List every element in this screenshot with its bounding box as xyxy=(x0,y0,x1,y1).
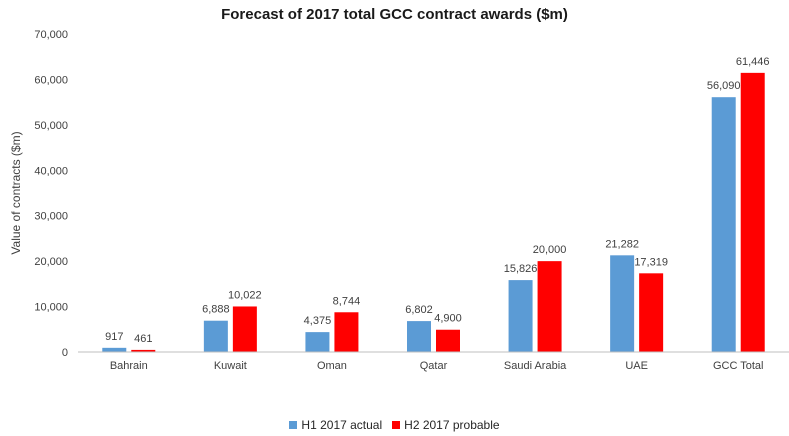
legend-label-h2: H2 2017 probable xyxy=(404,418,500,432)
bar-h2-saudi-arabia xyxy=(537,261,562,352)
y-tick-label: 40,000 xyxy=(34,165,68,177)
legend-item-h2: H2 2017 probable xyxy=(392,418,500,432)
data-label: 15,826 xyxy=(504,263,538,275)
bar-h2-kuwait xyxy=(232,306,257,352)
legend-swatch-h1 xyxy=(289,421,298,429)
y-tick-label: 0 xyxy=(62,347,68,359)
bar-h2-gcc-total xyxy=(740,72,765,353)
y-tick-label: 10,000 xyxy=(34,302,68,314)
y-tick-label: 50,000 xyxy=(34,120,68,132)
x-tick-label: Kuwait xyxy=(214,360,247,372)
data-label: 4,375 xyxy=(304,315,332,327)
bar-h1-uae xyxy=(610,255,635,352)
chart-title: Forecast of 2017 total GCC contract awar… xyxy=(221,6,568,23)
y-tick-label: 70,000 xyxy=(34,29,68,41)
data-label: 8,744 xyxy=(333,295,361,307)
legend-item-h1: H1 2017 actual xyxy=(289,418,382,432)
bar-h1-oman xyxy=(305,332,330,352)
bar-h1-saudi-arabia xyxy=(508,280,533,352)
data-label: 6,888 xyxy=(202,304,230,316)
bar-h2-uae xyxy=(639,273,664,352)
data-label: 917 xyxy=(105,331,123,343)
data-label: 20,000 xyxy=(533,244,567,256)
x-tick-label: Oman xyxy=(317,360,347,372)
data-label: 61,446 xyxy=(736,56,770,68)
bar-h1-kuwait xyxy=(203,320,228,352)
y-tick-label: 20,000 xyxy=(34,256,68,268)
data-label: 6,802 xyxy=(405,304,433,316)
legend: H1 2017 actual H2 2017 probable xyxy=(0,418,789,432)
y-tick-label: 60,000 xyxy=(34,74,68,86)
bar-h1-qatar xyxy=(407,321,431,352)
x-tick-label: UAE xyxy=(625,360,648,372)
legend-label-h1: H1 2017 actual xyxy=(301,418,383,432)
data-label: 461 xyxy=(134,333,152,345)
data-label: 21,282 xyxy=(605,238,639,250)
x-tick-label: Saudi Arabia xyxy=(504,360,567,372)
bar-h2-oman xyxy=(334,312,359,352)
y-tick-label: 30,000 xyxy=(34,211,68,223)
data-label: 4,900 xyxy=(434,313,462,325)
bar-h1-bahrain xyxy=(102,347,127,352)
data-label: 56,090 xyxy=(707,80,741,92)
data-label: 17,319 xyxy=(634,256,668,268)
y-axis-title: Value of contracts ($m) xyxy=(9,131,23,254)
bar-h2-qatar xyxy=(436,329,460,352)
bar-h1-gcc-total xyxy=(711,97,736,353)
x-tick-label: Bahrain xyxy=(110,360,148,372)
data-label: 10,022 xyxy=(228,289,262,301)
legend-swatch-h2 xyxy=(392,421,401,429)
x-tick-label: Qatar xyxy=(420,360,448,372)
bar-h2-bahrain xyxy=(131,349,156,352)
x-tick-label: GCC Total xyxy=(713,360,764,372)
